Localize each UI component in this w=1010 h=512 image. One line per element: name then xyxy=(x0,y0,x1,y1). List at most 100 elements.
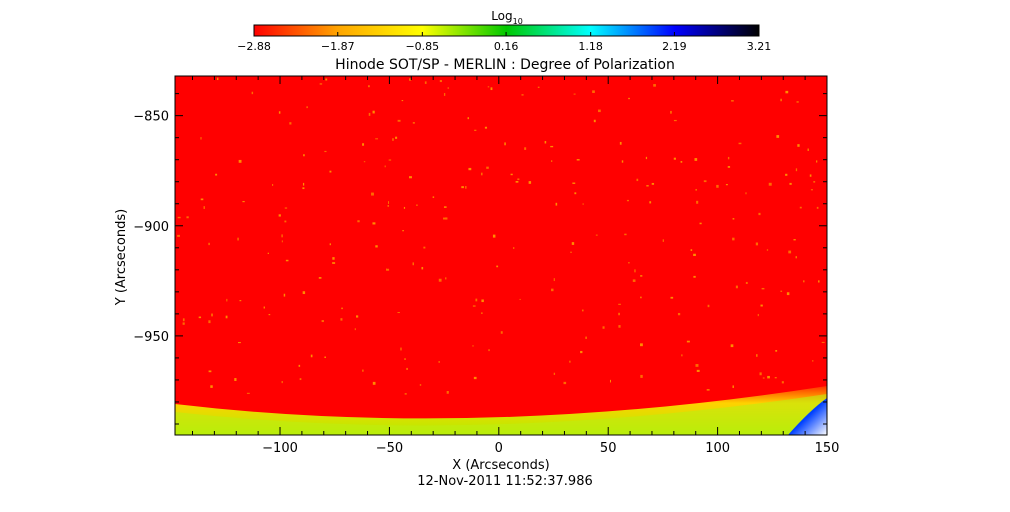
speckle xyxy=(693,275,696,278)
speckle xyxy=(727,156,730,160)
speckle xyxy=(504,142,506,146)
speckle xyxy=(432,196,435,198)
speckle xyxy=(789,182,792,185)
speckle xyxy=(472,345,474,347)
speckle xyxy=(267,252,269,255)
speckle xyxy=(788,250,792,254)
speckle xyxy=(732,385,734,388)
speckle xyxy=(251,91,254,95)
speckle xyxy=(628,262,630,264)
speckle-layer xyxy=(177,77,825,395)
speckle xyxy=(570,251,572,253)
speckle xyxy=(768,182,772,186)
speckle xyxy=(215,173,218,176)
speckle xyxy=(283,293,286,297)
speckle xyxy=(490,87,493,91)
speckle xyxy=(403,206,406,209)
speckle xyxy=(640,343,643,347)
speckle xyxy=(695,188,697,191)
speckle xyxy=(401,100,404,102)
speckle xyxy=(438,278,442,282)
speckle xyxy=(281,234,283,238)
speckle xyxy=(519,298,521,301)
speckle xyxy=(686,340,690,343)
speckle xyxy=(551,288,554,292)
speckle xyxy=(696,200,699,204)
speckle xyxy=(423,246,426,249)
speckle xyxy=(592,90,595,93)
speckle xyxy=(745,281,748,284)
speckle xyxy=(780,290,783,292)
speckle xyxy=(640,296,642,299)
speckle xyxy=(473,376,477,380)
speckle xyxy=(618,312,620,316)
y-axis: −850 −900 −950 xyxy=(133,93,827,425)
heatmap-image xyxy=(175,76,827,435)
speckle xyxy=(640,275,643,277)
speckle xyxy=(268,314,271,316)
speckle xyxy=(716,184,719,188)
speckle xyxy=(186,216,189,219)
colorbar-tick-label: 2.19 xyxy=(662,40,687,53)
speckle xyxy=(285,259,289,262)
speckle xyxy=(416,204,418,207)
date-stamp: 12-Nov-2011 11:52:37.986 xyxy=(417,474,593,489)
speckle xyxy=(484,126,488,129)
colorbar: Log10 −2.88 −1.87 −0.85 0.16 1.18 2.19 3.21 xyxy=(237,9,771,53)
speckle xyxy=(795,168,798,172)
speckle xyxy=(465,186,467,189)
speckle xyxy=(670,110,672,114)
speckle xyxy=(226,298,228,302)
y-tick-label: −950 xyxy=(133,330,169,345)
colorbar-tick-label: −0.85 xyxy=(405,40,439,53)
speckle xyxy=(576,159,580,161)
colorbar-label: Log10 xyxy=(491,9,523,26)
speckle xyxy=(775,350,778,352)
speckle xyxy=(628,97,630,100)
speckle xyxy=(354,328,356,331)
speckle xyxy=(595,234,598,236)
speckle xyxy=(636,178,639,182)
speckle xyxy=(732,218,735,220)
speckle xyxy=(738,142,742,145)
speckle xyxy=(443,93,446,96)
x-axis: −100 −50 0 50 100 150 xyxy=(192,76,839,456)
speckle xyxy=(537,86,540,89)
speckle xyxy=(340,318,343,321)
speckle xyxy=(481,299,484,303)
speckle xyxy=(762,377,765,379)
speckle xyxy=(480,172,483,176)
speckle xyxy=(445,277,447,280)
speckle xyxy=(310,354,313,358)
speckle xyxy=(821,341,825,343)
x-tick-label: 0 xyxy=(495,441,503,456)
speckle xyxy=(372,222,376,225)
speckle xyxy=(324,150,327,153)
speckle xyxy=(602,326,605,329)
speckle xyxy=(528,181,532,184)
speckle xyxy=(386,268,390,271)
speckle xyxy=(400,347,402,351)
speckle xyxy=(447,87,449,89)
speckle xyxy=(553,372,556,375)
speckle xyxy=(216,77,219,81)
speckle xyxy=(298,364,301,367)
colorbar-tick-label: −2.88 xyxy=(237,40,271,53)
speckle xyxy=(238,159,242,163)
speckle xyxy=(776,135,780,138)
disk-region xyxy=(175,76,827,435)
speckle xyxy=(673,119,677,122)
speckle xyxy=(387,201,390,204)
speckle xyxy=(673,157,676,160)
speckle xyxy=(646,185,649,187)
speckle xyxy=(670,296,674,299)
speckle xyxy=(812,360,814,362)
speckle xyxy=(486,166,489,169)
speckle xyxy=(695,364,699,367)
speckle xyxy=(634,269,636,273)
speckle xyxy=(368,85,370,88)
speckle xyxy=(421,266,424,270)
speckle xyxy=(332,257,335,260)
speckle xyxy=(593,119,596,123)
